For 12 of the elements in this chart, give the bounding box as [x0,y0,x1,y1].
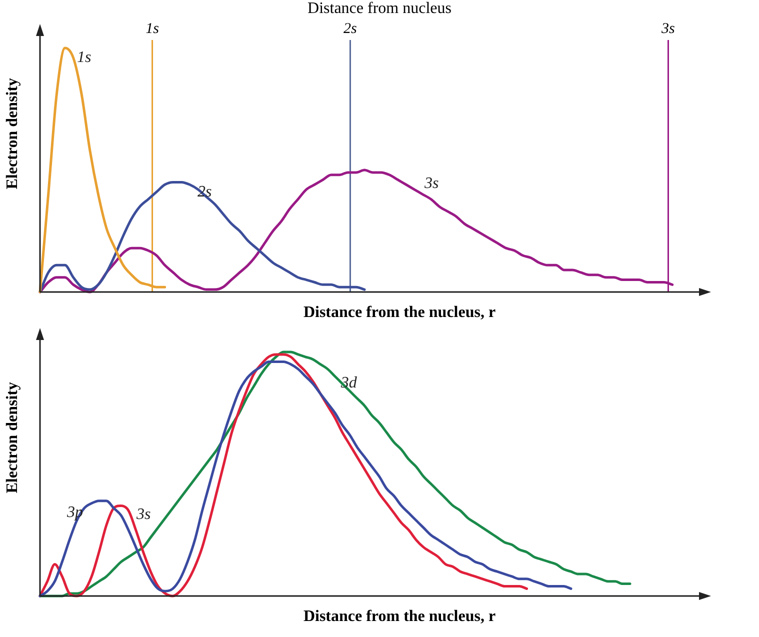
series-label: 3d [340,374,358,392]
y-axis-title: Electron density [4,78,22,190]
text: 1s [146,21,159,37]
series-label: 3s [136,506,151,523]
x-axis-title: Distance from the nucleus, r [302,608,497,626]
series-label: 1s [76,49,92,66]
text: 3s [662,21,675,37]
y-axis-title: Electron density [4,382,22,494]
series-label: 3s [424,175,439,192]
x-axis-title: Distance from the nucleus, r [302,304,497,322]
chart-title: Distance from nucleus [306,0,452,18]
text: 2s [344,21,357,37]
